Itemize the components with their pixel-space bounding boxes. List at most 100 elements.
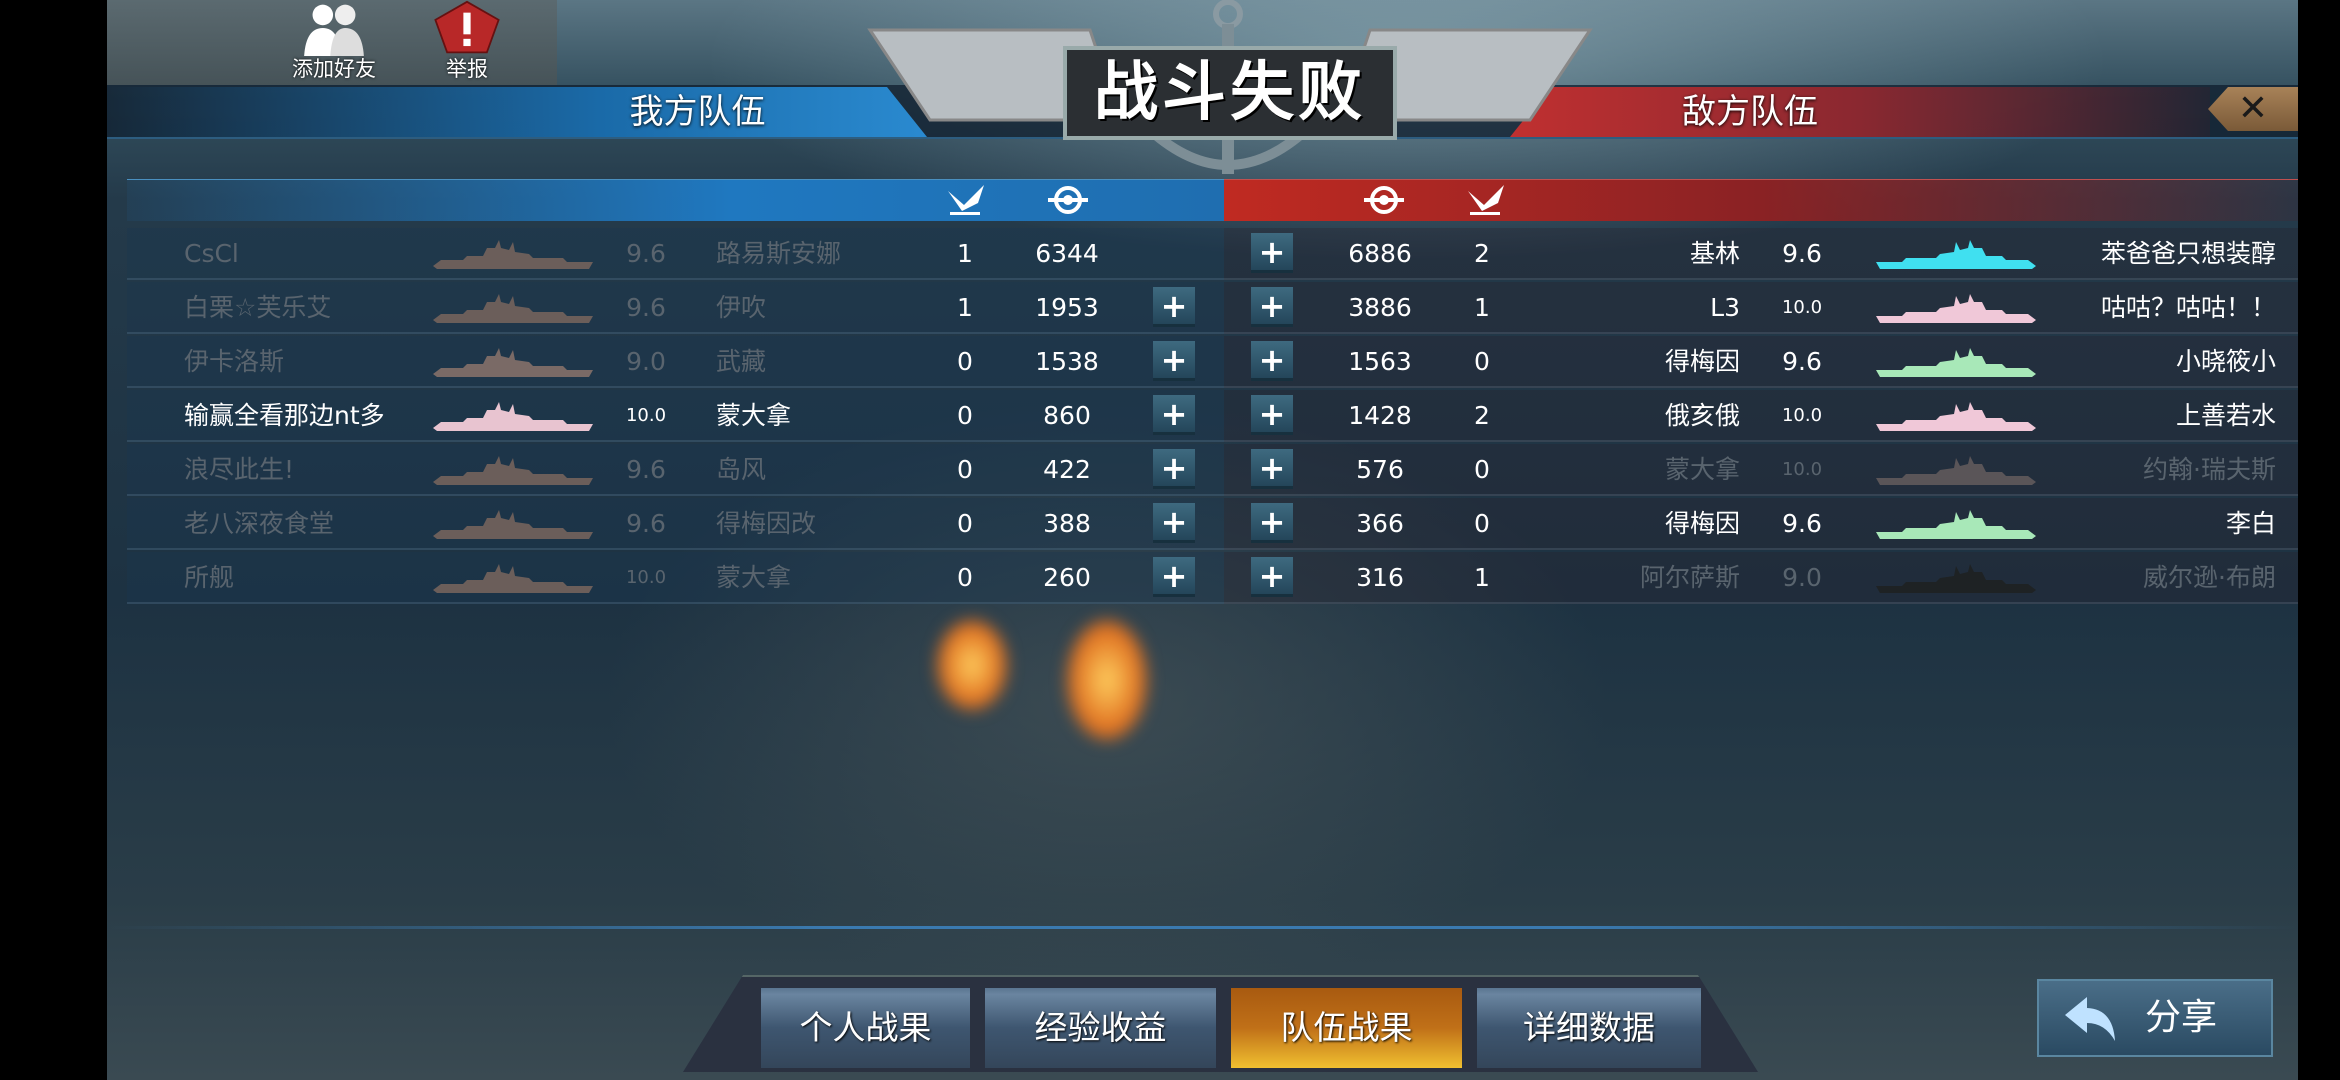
add-friend-plus-button[interactable]: +: [1153, 557, 1195, 597]
ship-tier: 9.6: [1782, 347, 1822, 376]
player-name[interactable]: 苯爸爸只想装醇: [2100, 239, 2276, 268]
my-team-row: 浪尽此生! 9.6 岛风 0 422 +: [127, 444, 1224, 496]
ship-tier: 9.6: [626, 509, 666, 538]
ship-name: 得梅因: [1664, 347, 1740, 376]
ship-name: 基林: [1689, 239, 1740, 268]
top-left-panel: 添加好友 举报: [107, 0, 557, 85]
ship-tier: 9.6: [626, 239, 666, 268]
ship-name: 岛风: [716, 455, 767, 484]
my-team-row: 老八深夜食堂 9.6 得梅因改 0 388 +: [127, 498, 1224, 550]
ship-silhouette-icon: [433, 562, 593, 594]
kills: 0: [1474, 347, 1490, 376]
add-friend-plus-button[interactable]: +: [1251, 287, 1293, 327]
share-button[interactable]: 分享: [2037, 979, 2273, 1057]
ship-name: 路易斯安娜: [716, 239, 842, 268]
enemy-team-row: + 6886 2 基林 9.6 苯爸爸只想装醇: [1224, 228, 2298, 280]
ship-tier: 9.6: [1782, 239, 1822, 268]
ship-name: 俄亥俄: [1664, 401, 1740, 430]
my-team-row: 所舰 10.0 蒙大拿 0 260 +: [127, 552, 1224, 604]
player-name[interactable]: 李白: [2225, 509, 2276, 538]
score: 1953: [1035, 293, 1099, 322]
ship-tier: 10.0: [625, 567, 667, 588]
add-friend-plus-button[interactable]: +: [1153, 449, 1195, 489]
score: 388: [1043, 509, 1091, 538]
ship-name: 蒙大拿: [1664, 455, 1740, 484]
score: 1563: [1348, 347, 1412, 376]
ship-silhouette-icon: [433, 454, 593, 486]
enemy-team-row: + 576 0 蒙大拿 10.0 约翰·瑞夫斯: [1224, 444, 2298, 496]
ship-silhouette-icon: [1876, 562, 2036, 594]
scoreboard-row: 白栗☆芙乐艾 9.6 伊吹 1 1953 + + 3886 1 L3 10.0 …: [127, 282, 2298, 334]
score: 260: [1043, 563, 1091, 592]
kills: 1: [957, 293, 973, 322]
my-team-column-header: [127, 179, 1224, 221]
player-name[interactable]: 白栗☆芙乐艾: [184, 293, 332, 322]
score-icon: [1048, 186, 1088, 214]
scoreboard-row: 老八深夜食堂 9.6 得梅因改 0 388 + + 366 0 得梅因 9.6 …: [127, 498, 2298, 550]
player-name[interactable]: 约翰·瑞夫斯: [2143, 455, 2276, 484]
enemy-team-label: 敌方队伍: [1682, 92, 1818, 132]
kills: 0: [957, 563, 973, 592]
score: 1538: [1035, 347, 1099, 376]
kills-icon: [948, 185, 984, 215]
add-friend-plus-button[interactable]: +: [1153, 503, 1195, 543]
player-name[interactable]: 浪尽此生!: [184, 455, 295, 484]
add-friend-plus-button[interactable]: +: [1251, 395, 1293, 435]
player-name[interactable]: 老八深夜食堂: [184, 509, 335, 538]
ship-silhouette-icon: [433, 508, 593, 540]
add-friend-plus-button[interactable]: +: [1251, 449, 1293, 489]
add-friend-plus-button[interactable]: +: [1153, 287, 1195, 327]
enemy-team-row: + 3886 1 L3 10.0 咕咕？咕咕！！: [1224, 282, 2298, 334]
add-friend-plus-button[interactable]: +: [1251, 503, 1293, 543]
ship-silhouette-icon: [1876, 238, 2036, 270]
scoreboard-row: CsCl 9.6 路易斯安娜 1 6344 + 6886 2 基林 9.6 苯爸…: [127, 228, 2298, 280]
score-icon: [1364, 186, 1404, 214]
ship-silhouette-icon: [433, 346, 593, 378]
tab-detailed-data[interactable]: 详细数据: [1477, 988, 1701, 1068]
close-button[interactable]: ✕: [2208, 87, 2298, 131]
ship-tier: 9.6: [1782, 509, 1822, 538]
report-button[interactable]: 举报: [412, 0, 522, 85]
player-name[interactable]: 所舰: [184, 563, 235, 592]
report-warning-icon: [434, 0, 500, 54]
score: 422: [1043, 455, 1091, 484]
ship-name: 武藏: [716, 347, 767, 376]
add-friend-plus-button[interactable]: +: [1251, 557, 1293, 597]
player-name[interactable]: CsCl: [184, 239, 239, 268]
add-friend-button[interactable]: 添加好友: [279, 0, 389, 85]
ship-silhouette-icon: [1876, 454, 2036, 486]
ship-tier: 10.0: [625, 405, 667, 426]
fire-effect: [1067, 620, 1147, 740]
add-friend-plus-button[interactable]: +: [1153, 395, 1195, 435]
player-name[interactable]: 伊卡洛斯: [184, 347, 285, 376]
player-name[interactable]: 小晓筱小: [2175, 347, 2276, 376]
scoreboard-row: 浪尽此生! 9.6 岛风 0 422 + + 576 0 蒙大拿 10.0 约翰…: [127, 444, 2298, 496]
share-label: 分享: [2145, 997, 2218, 1038]
kills: 0: [957, 455, 973, 484]
kills: 2: [1474, 239, 1490, 268]
score: 366: [1356, 509, 1404, 538]
ship-name: 蒙大拿: [716, 401, 792, 430]
player-name[interactable]: 上善若水: [2175, 401, 2276, 430]
score: 6886: [1348, 239, 1412, 268]
divider: [107, 926, 2298, 929]
player-name[interactable]: 输赢全看那边nt多: [184, 401, 385, 430]
my-team-banner: [107, 87, 927, 137]
add-friend-plus-button[interactable]: +: [1251, 233, 1293, 273]
scoreboard-row: 所舰 10.0 蒙大拿 0 260 + + 316 1 阿尔萨斯 9.0 威尔逊…: [127, 552, 2298, 604]
add-friend-plus-button[interactable]: +: [1153, 341, 1195, 381]
tab-personal-results[interactable]: 个人战果: [761, 988, 970, 1068]
tab-experience[interactable]: 经验收益: [985, 988, 1216, 1068]
player-name[interactable]: 威尔逊·布朗: [2143, 563, 2276, 592]
add-friend-plus-button[interactable]: +: [1251, 341, 1293, 381]
score: 6344: [1035, 239, 1099, 268]
my-team-row: 白栗☆芙乐艾 9.6 伊吹 1 1953 +: [127, 282, 1224, 334]
player-name[interactable]: 咕咕？咕咕！！: [2100, 293, 2276, 322]
ship-tier: 10.0: [1781, 297, 1823, 318]
my-team-row: 伊卡洛斯 9.0 武藏 0 1538 +: [127, 336, 1224, 388]
my-team-row: CsCl 9.6 路易斯安娜 1 6344: [127, 228, 1224, 280]
ship-silhouette-icon: [1876, 292, 2036, 324]
kills: 1: [957, 239, 973, 268]
ship-tier: 10.0: [1781, 405, 1823, 426]
tab-team-results[interactable]: 队伍战果: [1231, 988, 1462, 1068]
